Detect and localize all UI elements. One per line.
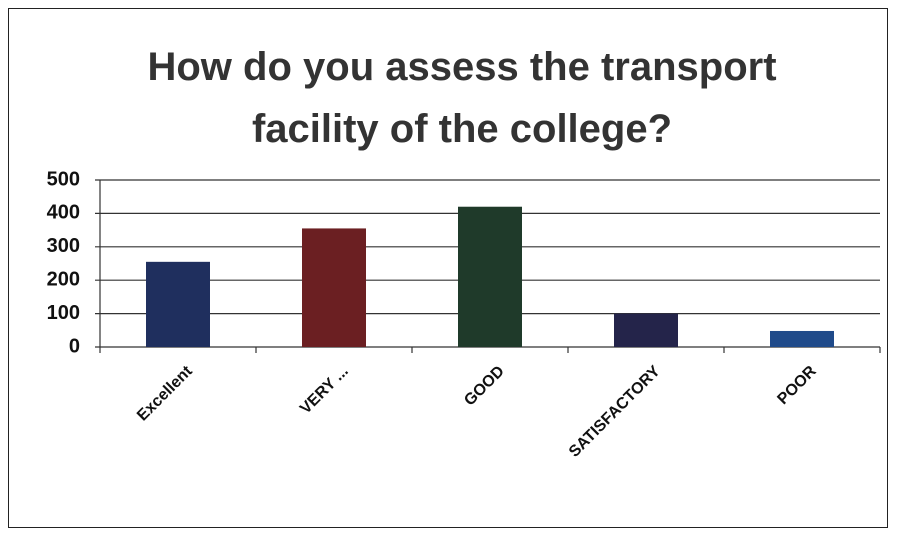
x-tick-label: POOR (774, 362, 820, 408)
bar (458, 206, 522, 347)
chart-frame (8, 8, 888, 528)
y-tick-label: 500 (47, 168, 80, 190)
x-tick-label: Excellent (134, 362, 196, 424)
y-tick-label: 100 (47, 302, 80, 324)
bar (302, 228, 366, 347)
bar (146, 261, 210, 347)
y-tick-label: 200 (47, 268, 80, 290)
x-tick-label: GOOD (461, 363, 508, 410)
y-tick-label: 400 (47, 202, 80, 224)
y-tick-label: 300 (47, 235, 80, 257)
chart-title: How do you assess the transport facility… (147, 45, 777, 151)
x-tick-label: SATISFACTORY (566, 363, 664, 461)
bar (614, 313, 678, 347)
x-tick-label: VERY ... (297, 363, 352, 418)
y-tick-label: 0 (69, 335, 80, 357)
bar (770, 330, 834, 347)
